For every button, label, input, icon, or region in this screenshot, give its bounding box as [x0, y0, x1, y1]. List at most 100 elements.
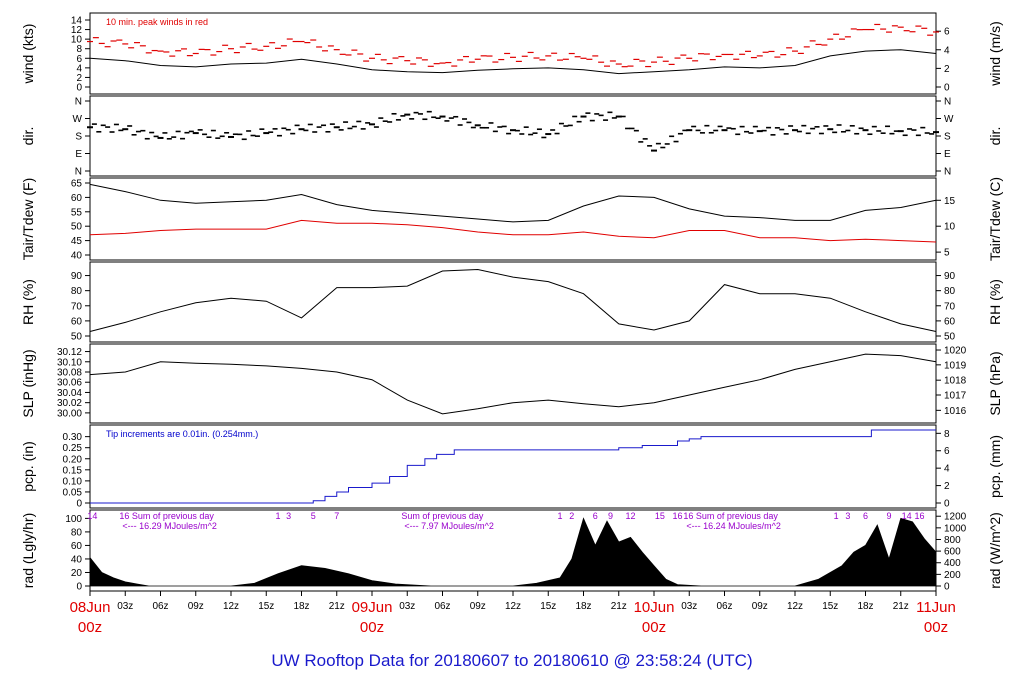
- direction-point: [774, 127, 780, 129]
- left-tick-label: S: [75, 132, 82, 143]
- direction-point: [541, 136, 547, 139]
- direction-point: [907, 128, 913, 130]
- right-tick-label: 70: [944, 301, 956, 312]
- direction-point: [796, 130, 802, 133]
- left-tick-label: 30.04: [57, 388, 82, 399]
- left-tick-label: N: [75, 97, 82, 108]
- y-axis-label-left: pcp. (in): [20, 441, 36, 492]
- direction-point: [792, 129, 798, 132]
- y-axis-label-left: RH (%): [20, 279, 36, 325]
- direction-point: [91, 123, 97, 125]
- direction-point: [395, 119, 401, 121]
- left-tick-label: 60: [71, 541, 83, 552]
- left-tick-label: 10: [71, 35, 83, 46]
- panel-frame: [89, 95, 937, 177]
- hour-mark-label: 1: [557, 511, 562, 521]
- left-tick-label: 0.30: [63, 432, 83, 443]
- direction-point: [920, 126, 926, 129]
- left-tick-label: 100: [65, 514, 82, 525]
- left-tick-label: 2: [76, 73, 82, 84]
- direction-point: [563, 125, 569, 127]
- right-tick-label: 0: [944, 582, 950, 593]
- direction-point: [96, 130, 102, 133]
- right-tick-label: 8: [944, 429, 950, 440]
- x-tick-label: 18z: [857, 601, 873, 612]
- direction-point: [585, 112, 591, 114]
- direction-point: [867, 133, 873, 136]
- day-label-time: 00z: [360, 619, 384, 636]
- daily-sum-label: 16 Sum of previous day: [119, 511, 214, 521]
- series-temp-0: [89, 183, 937, 223]
- right-tick-label: 2: [944, 64, 950, 75]
- series-rh-0: [89, 268, 937, 332]
- left-tick-label: 0: [76, 83, 82, 94]
- left-tick-label: 55: [71, 207, 83, 218]
- direction-point: [365, 122, 371, 124]
- left-tick-label: 0.25: [63, 443, 83, 454]
- direction-point: [708, 131, 714, 134]
- direction-point: [409, 118, 415, 120]
- x-tick-label: 06z: [716, 601, 732, 612]
- direction-point: [391, 112, 397, 115]
- direction-point: [100, 124, 106, 127]
- right-tick-label: N: [944, 167, 951, 178]
- direction-point: [171, 136, 177, 138]
- direction-point: [312, 131, 318, 133]
- direction-point: [400, 115, 406, 117]
- direction-point: [686, 129, 693, 132]
- direction-point: [726, 127, 732, 129]
- left-tick-label: 0: [76, 582, 82, 593]
- left-tick-label: 0.20: [63, 454, 83, 465]
- direction-point: [307, 123, 313, 126]
- direction-point: [135, 130, 141, 133]
- direction-point: [263, 132, 270, 135]
- left-tick-label: 80: [71, 527, 83, 538]
- direction-point: [228, 135, 234, 138]
- direction-point: [206, 136, 212, 139]
- direction-point: [682, 129, 688, 132]
- left-tick-label: 90: [71, 271, 83, 282]
- x-tick-label: 15z: [258, 601, 274, 612]
- direction-point: [276, 134, 282, 137]
- y-axis-label-left: Tair/Tdew (F): [20, 178, 36, 260]
- direction-point: [268, 131, 274, 133]
- right-tick-label: 200: [944, 570, 961, 581]
- direction-point: [929, 133, 935, 135]
- x-tick-label: 09z: [188, 601, 204, 612]
- direction-point: [545, 133, 552, 136]
- left-tick-label: 14: [71, 16, 83, 27]
- direction-point: [325, 130, 331, 133]
- daily-sum-label: 16 Sum of previous day: [683, 511, 778, 521]
- direction-point: [532, 132, 538, 134]
- left-tick-label: 60: [71, 193, 83, 204]
- x-tick-label: 15z: [822, 601, 838, 612]
- right-tick-label: 1016: [944, 406, 967, 417]
- series-pcp: [90, 429, 936, 504]
- series-rad-area: [89, 517, 937, 587]
- left-tick-label: E: [75, 149, 82, 160]
- direction-point: [246, 130, 252, 132]
- left-tick-label: 40: [71, 554, 83, 565]
- left-tick-label: 50: [71, 332, 83, 343]
- x-tick-label: 09z: [752, 601, 768, 612]
- right-tick-label: 0: [944, 499, 950, 510]
- direction-point: [369, 123, 375, 126]
- right-tick-label: 6: [944, 446, 950, 457]
- right-tick-label: 1200: [944, 512, 967, 523]
- day-label-date: 10Jun: [634, 599, 675, 616]
- hour-mark-label: 14: [902, 511, 912, 521]
- direction-point: [514, 129, 520, 132]
- direction-point: [783, 133, 789, 135]
- direction-point: [805, 132, 811, 135]
- direction-point: [180, 137, 186, 140]
- left-tick-label: 30.02: [57, 398, 82, 409]
- x-tick-label: 12z: [787, 601, 803, 612]
- right-tick-label: 0: [944, 83, 950, 94]
- direction-point: [699, 132, 705, 134]
- x-axis: 03z 06z 09z 12z 15z 18z 21z 03z 06z 09z 12z 15z 18z 2…: [70, 591, 956, 636]
- y-axis-label-right: wind (m/s): [987, 21, 1003, 87]
- left-tick-label: 45: [71, 236, 83, 247]
- series-slp-0: [89, 353, 937, 415]
